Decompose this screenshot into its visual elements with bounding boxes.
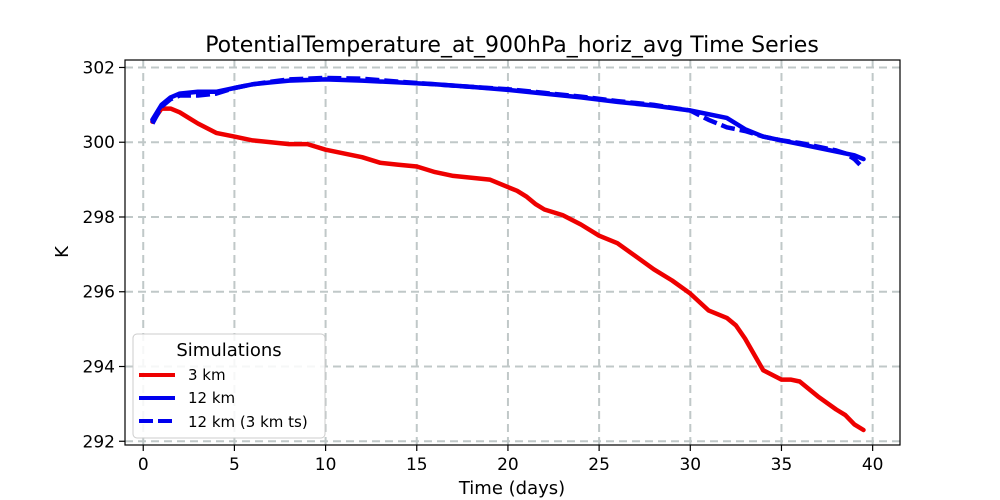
x-tick-label: 5	[229, 455, 240, 475]
y-tick-label: 302	[83, 58, 115, 78]
x-tick-label: 15	[406, 455, 428, 475]
plot-frame	[124, 59, 901, 446]
x-tick-label: 0	[138, 455, 149, 475]
chart-title: PotentialTemperature_at_900hPa_horiz_avg…	[205, 33, 819, 58]
legend-label-3km: 3 km	[188, 366, 226, 384]
legend-box	[132, 333, 326, 439]
x-tick-label: 35	[771, 455, 793, 475]
series-line-3-km	[150, 106, 866, 433]
x-tick-label: 10	[315, 455, 337, 475]
y-tick-label: 294	[83, 358, 115, 378]
x-axis: 0 5 10 15 20 25 30 35 40	[138, 445, 884, 475]
y-tick-label: 292	[83, 432, 115, 452]
x-tick-label: 40	[862, 455, 884, 475]
legend-label-12km-3kmts: 12 km (3 km ts)	[188, 413, 308, 431]
y-tick-label: 300	[83, 133, 115, 153]
legend-label-12km: 12 km	[188, 389, 235, 407]
series-line-12-km-3-km-ts	[150, 75, 862, 167]
x-axis-label: Time (days)	[458, 478, 565, 499]
x-tick-label: 20	[497, 455, 519, 475]
y-tick-label: 298	[83, 208, 115, 228]
series-layer	[150, 75, 866, 433]
x-tick-label: 25	[588, 455, 610, 475]
legend: Simulations 3 km 12 km 12 km (3 km ts)	[132, 333, 326, 439]
y-axis: 292 294 296 298 300 302	[83, 58, 125, 452]
y-tick-label: 296	[83, 283, 115, 303]
y-axis-label: K	[52, 245, 73, 258]
x-tick-label: 30	[679, 455, 701, 475]
legend-title: Simulations	[176, 340, 281, 361]
